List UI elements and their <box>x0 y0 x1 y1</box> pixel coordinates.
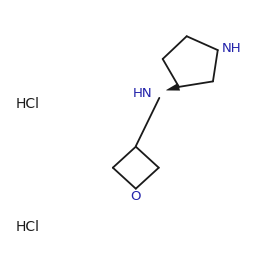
Polygon shape <box>166 83 180 91</box>
Text: HCl: HCl <box>15 220 39 233</box>
Text: HCl: HCl <box>15 97 39 111</box>
Text: O: O <box>130 190 141 203</box>
Text: NH: NH <box>222 42 242 55</box>
Text: HN: HN <box>133 87 152 100</box>
